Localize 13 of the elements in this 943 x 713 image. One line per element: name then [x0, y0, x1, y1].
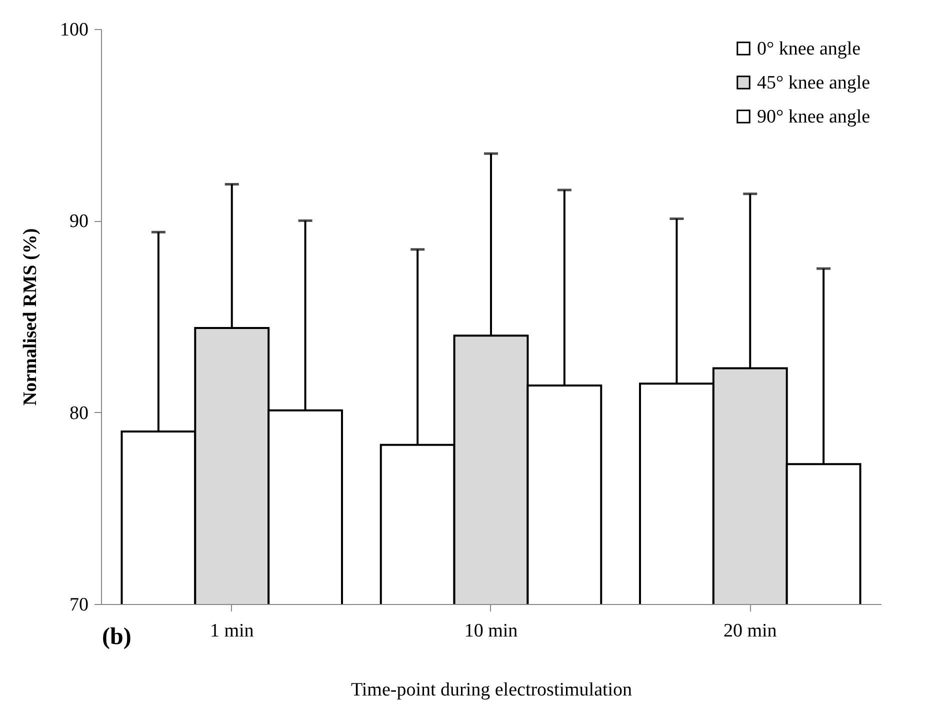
y-tick-label: 70: [70, 594, 88, 616]
y-tick-label: 90: [70, 211, 88, 232]
x-axis-title: Time-point during electrostimulation: [350, 680, 633, 700]
y-axis-title: Normalised RMS (%): [20, 228, 41, 406]
legend-label: 45° knee angle: [757, 72, 870, 94]
legend-label: 90° knee angle: [757, 106, 870, 128]
x-tick-label: 20 min: [723, 620, 778, 642]
x-tick-label: 1 min: [210, 620, 254, 642]
legend-label: 0° knee angle: [757, 38, 861, 60]
text: (b): [102, 624, 132, 651]
x-tick-label: 10 min: [464, 620, 518, 642]
y-tick-label: 100: [60, 20, 88, 40]
y-tick-label: 80: [70, 402, 88, 424]
